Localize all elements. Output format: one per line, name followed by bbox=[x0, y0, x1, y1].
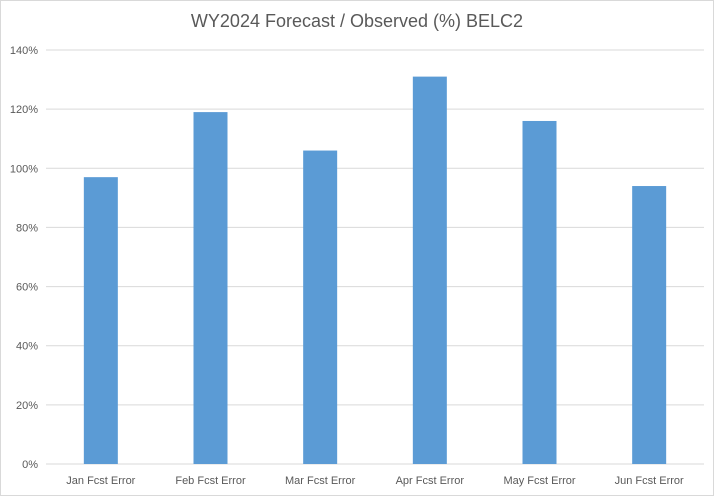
x-tick-label: Feb Fcst Error bbox=[175, 475, 246, 487]
bar bbox=[193, 112, 228, 464]
bar bbox=[632, 186, 667, 464]
y-tick-label: 80% bbox=[16, 222, 38, 234]
x-tick-label: Apr Fcst Error bbox=[396, 475, 465, 487]
x-tick-label: Jan Fcst Error bbox=[66, 475, 135, 487]
bar bbox=[83, 177, 118, 464]
bar bbox=[522, 120, 557, 464]
y-tick-label: 0% bbox=[22, 459, 38, 471]
y-tick-label: 60% bbox=[16, 282, 38, 294]
x-tick-label: May Fcst Error bbox=[503, 475, 575, 487]
bar bbox=[303, 150, 338, 465]
x-tick-label: Jun Fcst Error bbox=[615, 475, 684, 487]
y-tick-label: 120% bbox=[10, 104, 38, 116]
y-tick-label: 20% bbox=[16, 400, 38, 412]
y-tick-label: 100% bbox=[10, 163, 38, 175]
x-tick-label: Mar Fcst Error bbox=[285, 475, 356, 487]
y-tick-label: 40% bbox=[16, 341, 38, 353]
chart-title: WY2024 Forecast / Observed (%) BELC2 bbox=[190, 11, 524, 31]
y-tick-label: 140% bbox=[10, 45, 38, 57]
bar bbox=[412, 76, 447, 464]
